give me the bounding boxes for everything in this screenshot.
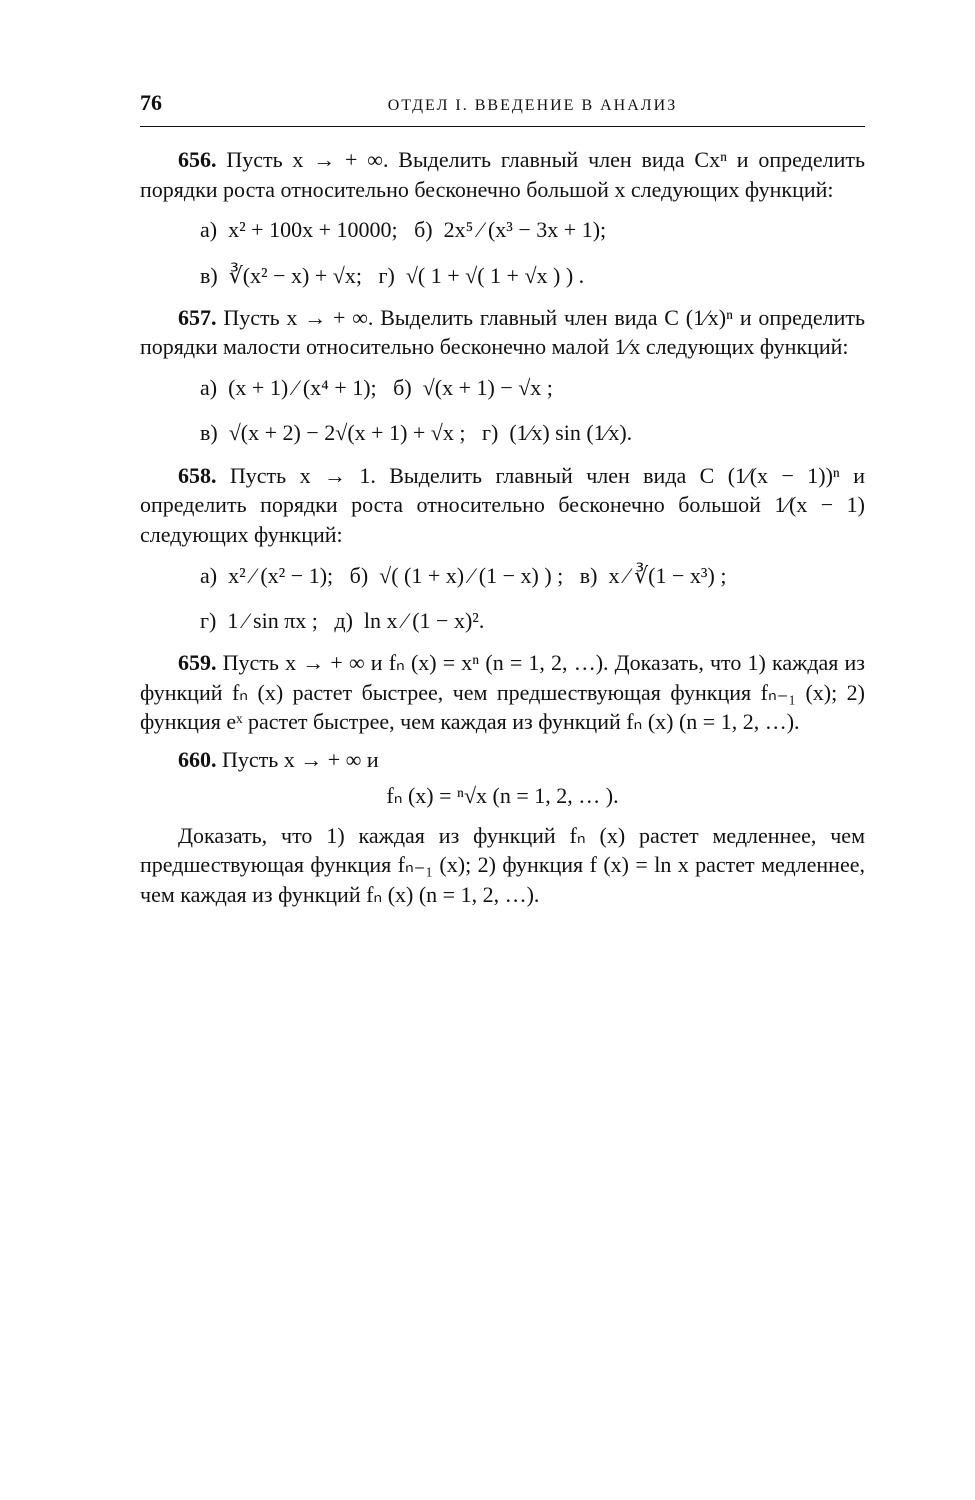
problem-659-number: 659. — [178, 650, 217, 675]
problem-660-number: 660. — [178, 747, 217, 772]
page-number: 76 — [140, 90, 200, 116]
problem-658-number: 658. — [178, 463, 217, 488]
problem-656: 656. Пусть x → + ∞. Выделить главный чле… — [140, 145, 865, 204]
problem-660-body: Доказать, что 1) каждая из функций fₙ (x… — [140, 821, 865, 910]
problem-658-math-line-1: а) x² ⁄ (x² − 1); б) √( (1 + x) ⁄ (1 − x… — [200, 558, 865, 593]
problem-657-number: 657. — [178, 305, 217, 330]
problem-657-text: Пусть x → + ∞. Выделить главный член вид… — [140, 305, 865, 360]
page: 76 ОТДЕЛ I. ВВЕДЕНИЕ В АНАЛИЗ 656. Пусть… — [0, 0, 975, 1500]
problem-660-formula: fₙ (x) = ⁿ√x (n = 1, 2, … ). — [140, 783, 865, 809]
problem-660-text-a: Пусть x → + ∞ и — [222, 747, 379, 772]
problem-658-text: Пусть x → 1. Выделить главный член вида … — [140, 463, 865, 547]
problem-657-math-line-1: а) (x + 1) ⁄ (x⁴ + 1); б) √(x + 1) − √x … — [200, 370, 865, 405]
problem-660-intro: 660. Пусть x → + ∞ и — [140, 745, 865, 775]
problem-656-text: Пусть x → + ∞. Выделить главный член вид… — [140, 147, 865, 202]
problem-657: 657. Пусть x → + ∞. Выделить главный чле… — [140, 303, 865, 362]
problem-656-number: 656. — [178, 147, 217, 172]
running-head: 76 ОТДЕЛ I. ВВЕДЕНИЕ В АНАЛИЗ — [140, 90, 865, 116]
problem-660-text-b: Доказать, что 1) каждая из функций fₙ (x… — [140, 823, 865, 907]
problem-656-math-line-1: а) x² + 100x + 10000; б) 2x⁵ ⁄ (x³ − 3x … — [200, 212, 865, 247]
problem-657-math-line-2: в) √(x + 2) − 2√(x + 1) + √x ; г) (1⁄x) … — [200, 415, 865, 450]
problem-658: 658. Пусть x → 1. Выделить главный член … — [140, 461, 865, 550]
header-rule — [140, 126, 865, 127]
problem-658-math-line-2: г) 1 ⁄ sin πx ; д) ln x ⁄ (1 − x)². — [200, 603, 865, 638]
problem-656-math-line-2: в) ∛(x² − x) + √x; г) √( 1 + √( 1 + √x )… — [200, 258, 865, 293]
problem-659: 659. Пусть x → + ∞ и fₙ (x) = xⁿ (n = 1,… — [140, 648, 865, 737]
section-header: ОТДЕЛ I. ВВЕДЕНИЕ В АНАЛИЗ — [200, 97, 865, 115]
problem-659-text: Пусть x → + ∞ и fₙ (x) = xⁿ (n = 1, 2, …… — [140, 650, 865, 734]
